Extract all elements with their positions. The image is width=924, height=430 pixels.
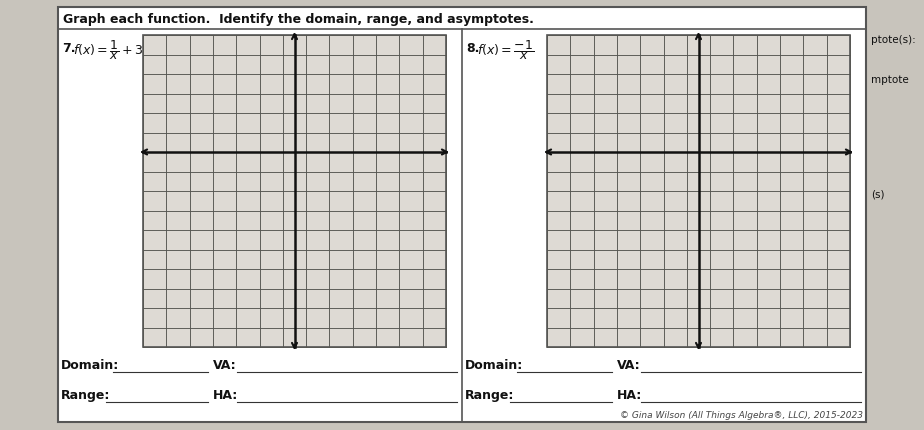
Bar xyxy=(143,36,446,347)
Text: mptote: mptote xyxy=(871,75,908,85)
Text: $f(x)=\dfrac{-1}{x}$: $f(x)=\dfrac{-1}{x}$ xyxy=(477,38,534,62)
Text: © Gina Wilson (All Things Algebra®, LLC), 2015-2023: © Gina Wilson (All Things Algebra®, LLC)… xyxy=(620,410,863,419)
Text: 8.: 8. xyxy=(466,42,480,55)
Text: ptote(s):: ptote(s): xyxy=(871,35,916,45)
Text: Domain:: Domain: xyxy=(61,359,119,372)
Text: Range:: Range: xyxy=(61,389,110,402)
Text: (s): (s) xyxy=(871,190,884,200)
Text: $f(x)=\dfrac{1}{x}+3$: $f(x)=\dfrac{1}{x}+3$ xyxy=(73,38,144,62)
Bar xyxy=(58,8,866,422)
Bar xyxy=(547,36,850,347)
Text: VA:: VA: xyxy=(617,359,640,372)
Text: Graph each function.  Identify the domain, range, and asymptotes.: Graph each function. Identify the domain… xyxy=(63,12,534,25)
Text: Domain:: Domain: xyxy=(465,359,523,372)
Text: 7.: 7. xyxy=(62,42,76,55)
Text: HA:: HA: xyxy=(617,389,642,402)
Text: VA:: VA: xyxy=(213,359,237,372)
Text: HA:: HA: xyxy=(213,389,238,402)
Text: Range:: Range: xyxy=(465,389,515,402)
